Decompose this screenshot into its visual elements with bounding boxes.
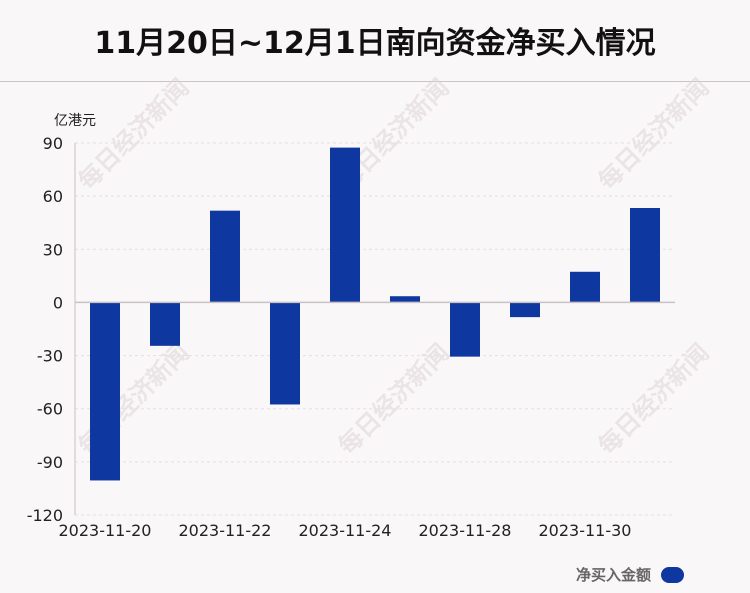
y-tick-label: -120 bbox=[27, 506, 63, 525]
y-tick-label: -60 bbox=[37, 400, 63, 419]
y-tick-label: 30 bbox=[43, 240, 63, 259]
x-tick-label: 2023-11-28 bbox=[419, 521, 512, 540]
x-axis-ticks: 2023-11-20 2023-11-22 2023-11-24 2023-11-28… bbox=[59, 521, 632, 540]
y-axis-unit-label: 亿港元 bbox=[54, 113, 96, 129]
bar-2023-12-01 bbox=[630, 208, 660, 303]
y-tick-label: 60 bbox=[43, 187, 63, 206]
bar-2023-11-28 bbox=[450, 302, 480, 357]
bar-2023-11-23 bbox=[270, 302, 300, 405]
bars bbox=[90, 147, 660, 481]
x-tick-label: 2023-11-30 bbox=[539, 521, 632, 540]
y-tick-label: 90 bbox=[43, 134, 63, 153]
legend-label: 净买入金额 bbox=[576, 566, 652, 584]
bar-2023-11-21 bbox=[150, 302, 180, 346]
legend-swatch bbox=[661, 567, 684, 583]
grid-lines bbox=[75, 142, 675, 516]
y-tick-label: 0 bbox=[53, 293, 63, 312]
chart-title: 11月20日~12月1日南向资金净买入情况 bbox=[94, 26, 656, 61]
title-divider bbox=[0, 81, 750, 82]
bar-2023-11-27 bbox=[390, 296, 420, 303]
bar-2023-11-22 bbox=[210, 210, 240, 303]
bar-2023-11-29 bbox=[510, 302, 540, 318]
x-tick-label: 2023-11-24 bbox=[299, 521, 392, 540]
y-axis-ticks: 90 60 30 0 -30 -60 -90 -120 bbox=[27, 134, 63, 525]
x-tick-label: 2023-11-22 bbox=[179, 521, 272, 540]
y-tick-label: -30 bbox=[37, 347, 63, 366]
bar-2023-11-20 bbox=[90, 302, 120, 481]
y-tick-label: -90 bbox=[37, 453, 63, 472]
bar-2023-11-30 bbox=[570, 271, 600, 303]
bar-2023-11-24 bbox=[330, 147, 360, 303]
x-tick-label: 2023-11-20 bbox=[59, 521, 152, 540]
